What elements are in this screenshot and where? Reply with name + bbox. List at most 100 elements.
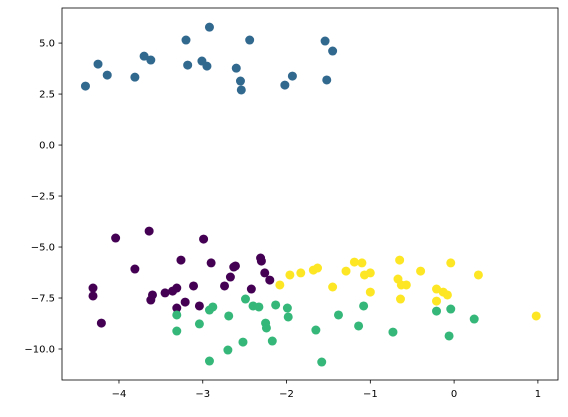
scatter-point (224, 311, 234, 321)
scatter-point (328, 282, 338, 292)
scatter-point (296, 268, 306, 278)
scatter-point (317, 357, 327, 367)
scatter-point (172, 310, 182, 320)
scatter-point (432, 306, 442, 316)
scatter-point (130, 264, 140, 274)
scatter-point (230, 261, 240, 271)
scatter-point (395, 294, 405, 304)
scatter-point (285, 270, 295, 280)
y-tick-label: 0.0 (39, 141, 55, 152)
scatter-point (354, 321, 364, 331)
scatter-point (469, 314, 479, 324)
scatter-point (280, 80, 290, 90)
scatter-point (333, 310, 343, 320)
scatter-point (139, 51, 149, 61)
scatter-point (80, 81, 90, 91)
scatter-point (254, 302, 264, 312)
scatter-point (189, 281, 199, 291)
x-tick-label: −2 (279, 389, 294, 400)
y-tick-label: −2.5 (31, 192, 55, 203)
scatter-point (146, 295, 156, 305)
scatter-point (204, 356, 214, 366)
scatter-point (283, 312, 293, 322)
scatter-point (130, 72, 140, 82)
scatter-point (172, 326, 182, 336)
scatter-point (261, 323, 271, 333)
scatter-point (96, 318, 106, 328)
scatter-point (204, 22, 214, 32)
scatter-point (88, 291, 98, 301)
scatter-point (349, 257, 359, 267)
scatter-point (432, 296, 442, 306)
scatter-point (395, 255, 405, 265)
scatter-point (322, 75, 332, 85)
scatter-point (208, 302, 218, 312)
scatter-point (180, 297, 190, 307)
scatter-point (111, 233, 121, 243)
x-tick-label: 0 (451, 389, 457, 400)
y-tick-label: −7.5 (31, 294, 55, 305)
scatter-point (287, 71, 297, 81)
scatter-point (194, 301, 204, 311)
scatter-point (194, 319, 204, 329)
scatter-point (359, 301, 369, 311)
scatter-point (256, 256, 266, 266)
scatter-point (206, 258, 216, 268)
scatter-point (416, 266, 426, 276)
scatter-point (446, 304, 456, 314)
y-tick-label: −5.0 (31, 243, 55, 254)
scatter-point (444, 331, 454, 341)
scatter-point (220, 281, 230, 291)
scatter-point (365, 268, 375, 278)
scatter-point (240, 294, 250, 304)
scatter-point (183, 60, 193, 70)
scatter-point (236, 85, 246, 95)
scatter-point (176, 255, 186, 265)
y-tick-label: −10.0 (24, 345, 55, 356)
scatter-point (144, 226, 154, 236)
scatter-point (202, 61, 212, 71)
x-tick-label: −1 (363, 389, 378, 400)
scatter-point (388, 327, 398, 337)
scatter-point (357, 258, 367, 268)
plot-frame (61, 7, 559, 381)
scatter-point (245, 35, 255, 45)
scatter-point (199, 234, 209, 244)
scatter-point (275, 280, 285, 290)
scatter-point (320, 36, 330, 46)
y-tick-label: 2.5 (39, 90, 55, 101)
scatter-point (267, 336, 277, 346)
x-tick-label: −3 (195, 389, 210, 400)
scatter-point (473, 270, 483, 280)
scatter-point (432, 284, 442, 294)
scatter-point (225, 272, 235, 282)
scatter-point (231, 63, 241, 73)
scatter-point (442, 290, 452, 300)
scatter-point (531, 311, 541, 321)
scatter-point (401, 280, 411, 290)
scatter-point (265, 275, 275, 285)
scatter-point (172, 283, 182, 293)
scatter-point (328, 46, 338, 56)
scatter-point (313, 263, 323, 273)
scatter-point (365, 287, 375, 297)
scatter-point (260, 268, 270, 278)
scatter-point (93, 59, 103, 69)
y-tick-label: 5.0 (39, 39, 55, 50)
x-tick-label: 1 (535, 389, 541, 400)
scatter-point (271, 300, 281, 310)
scatter-point (311, 325, 321, 335)
scatter-point (238, 337, 248, 347)
x-tick-label: −4 (112, 389, 127, 400)
scatter-point (246, 284, 256, 294)
scatter-point (88, 283, 98, 293)
scatter-point (181, 35, 191, 45)
scatter-point (172, 303, 182, 313)
scatter-point (282, 303, 292, 313)
scatter-point (235, 76, 245, 86)
scatter-point (223, 345, 233, 355)
scatter-point (160, 288, 170, 298)
scatter-point (146, 55, 156, 65)
